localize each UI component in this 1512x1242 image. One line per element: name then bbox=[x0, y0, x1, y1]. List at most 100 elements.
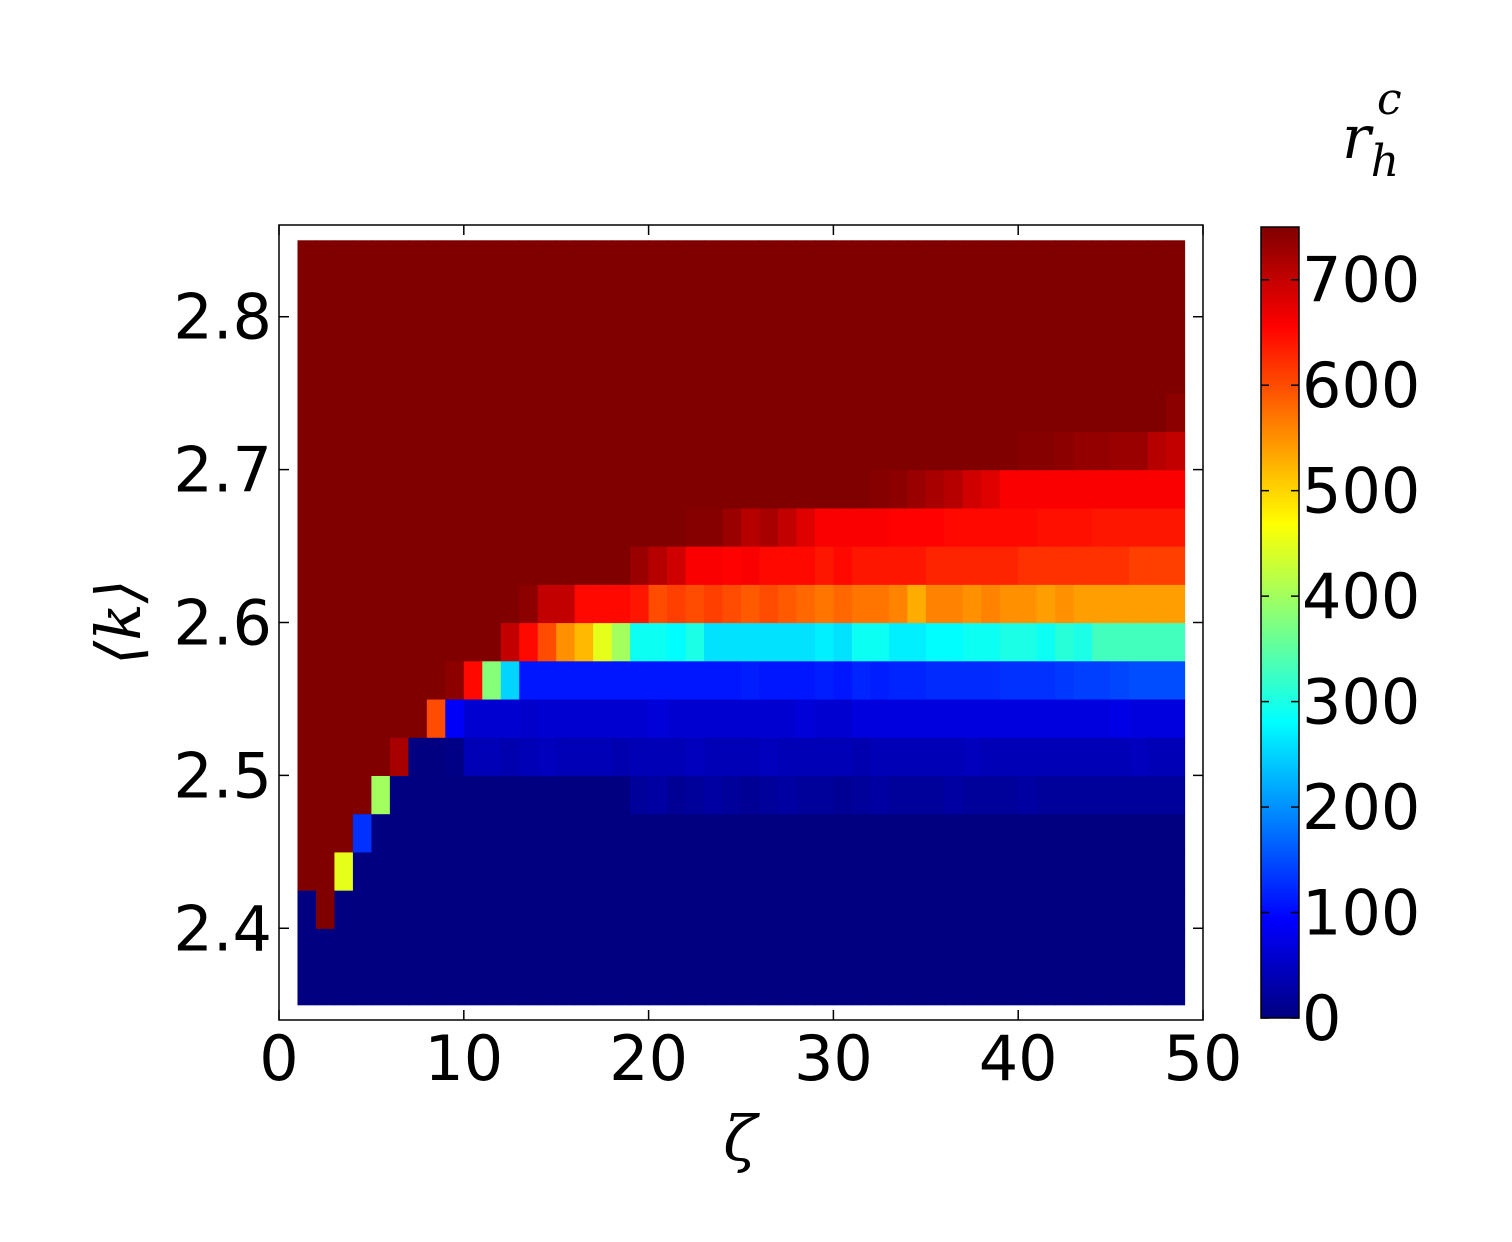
heatmap-cell bbox=[297, 469, 317, 509]
heatmap-cell bbox=[500, 698, 520, 738]
heatmap-cell bbox=[556, 431, 576, 471]
heatmap-cell bbox=[408, 431, 428, 471]
heatmap-cell bbox=[962, 393, 982, 432]
heatmap-cell bbox=[1055, 737, 1075, 776]
heatmap-cell bbox=[722, 813, 742, 853]
heatmap-cell bbox=[426, 890, 446, 929]
heatmap-cell bbox=[870, 546, 890, 585]
heatmap-cell bbox=[1166, 278, 1186, 318]
heatmap-cell bbox=[648, 737, 668, 776]
heatmap-cell bbox=[1147, 660, 1167, 700]
heatmap-cell bbox=[814, 393, 834, 432]
heatmap-cell bbox=[482, 431, 502, 471]
heatmap-cell bbox=[648, 698, 668, 738]
heatmap-cell bbox=[685, 851, 705, 891]
heatmap-cell bbox=[1073, 851, 1093, 891]
heatmap-cell bbox=[685, 546, 705, 585]
heatmap-cell bbox=[611, 737, 631, 776]
heatmap-cell bbox=[445, 546, 465, 585]
heatmap-cell bbox=[888, 698, 908, 738]
heatmap-cell bbox=[426, 966, 446, 1006]
heatmap-cell bbox=[463, 966, 483, 1006]
heatmap-cell bbox=[759, 698, 779, 738]
heatmap-cell bbox=[944, 316, 964, 356]
heatmap-cell bbox=[611, 469, 631, 509]
heatmap-cell bbox=[851, 928, 871, 968]
heatmap-cell bbox=[685, 584, 705, 624]
heatmap-cell bbox=[851, 584, 871, 624]
heatmap-cell bbox=[851, 278, 871, 318]
heatmap-cell bbox=[537, 278, 557, 318]
heatmap-cell bbox=[1147, 316, 1167, 356]
heatmap-cell bbox=[1055, 698, 1075, 738]
heatmap-cell bbox=[962, 584, 982, 624]
heatmap-cell bbox=[1166, 431, 1186, 471]
heatmap-cell bbox=[371, 469, 391, 509]
heatmap-cell bbox=[851, 660, 871, 700]
heatmap-cell bbox=[1055, 622, 1075, 662]
heatmap-cell bbox=[352, 966, 372, 1006]
heatmap-cell bbox=[500, 813, 520, 853]
heatmap-cell bbox=[593, 393, 613, 432]
heatmap-cell bbox=[1166, 354, 1186, 394]
heatmap-cell bbox=[537, 316, 557, 356]
heatmap-cell bbox=[667, 966, 687, 1006]
heatmap-cell bbox=[759, 316, 779, 356]
heatmap-cell bbox=[1166, 890, 1186, 929]
heatmap-cell bbox=[1166, 584, 1186, 624]
heatmap-cell bbox=[833, 546, 853, 585]
heatmap-cell bbox=[463, 890, 483, 929]
heatmap-cell bbox=[741, 584, 761, 624]
heatmap-cell bbox=[851, 507, 871, 547]
heatmap-cell bbox=[408, 851, 428, 891]
heatmap-cell bbox=[371, 393, 391, 432]
heatmap-cell bbox=[1166, 316, 1186, 356]
heatmap-cell bbox=[574, 393, 594, 432]
heatmap-cell bbox=[704, 660, 724, 700]
heatmap-cell bbox=[999, 469, 1019, 509]
heatmap-cell bbox=[1129, 660, 1149, 700]
heatmap-cell bbox=[371, 698, 391, 738]
heatmap-cell bbox=[593, 966, 613, 1006]
heatmap-cell bbox=[741, 546, 761, 585]
heatmap-cell bbox=[704, 278, 724, 318]
heatmap-cell bbox=[722, 507, 742, 547]
heatmap-cell bbox=[519, 966, 539, 1006]
y-tick-label: 2.5 bbox=[173, 739, 272, 812]
heatmap-cell bbox=[777, 813, 798, 853]
heatmap-cell bbox=[962, 813, 982, 853]
heatmap-cell bbox=[1018, 966, 1038, 1006]
heatmap-cell bbox=[389, 431, 409, 471]
heatmap-cell bbox=[1073, 546, 1093, 585]
heatmap-cell bbox=[500, 431, 520, 471]
heatmap-cell bbox=[352, 737, 372, 776]
heatmap-cell bbox=[944, 546, 964, 585]
heatmap-cell bbox=[500, 240, 520, 280]
heatmap-cell bbox=[315, 393, 336, 432]
heatmap-cell bbox=[777, 851, 798, 891]
heatmap-cell bbox=[352, 890, 372, 929]
heatmap-cell bbox=[944, 851, 964, 891]
heatmap-cell bbox=[445, 660, 465, 700]
heatmap-cell bbox=[888, 928, 908, 968]
heatmap-cell bbox=[519, 316, 539, 356]
heatmap-cell bbox=[352, 469, 372, 509]
heatmap-cell bbox=[648, 393, 668, 432]
heatmap-cell bbox=[482, 775, 502, 815]
heatmap-cell bbox=[777, 507, 798, 547]
heatmap-cell bbox=[1073, 622, 1093, 662]
heatmap-cell bbox=[426, 316, 446, 356]
heatmap-cell bbox=[907, 354, 927, 394]
heatmap-cell bbox=[556, 469, 576, 509]
heatmap-cell bbox=[870, 928, 890, 968]
heatmap-cell bbox=[426, 813, 446, 853]
heatmap-cell bbox=[796, 316, 816, 356]
heatmap-cell bbox=[1110, 928, 1130, 968]
heatmap-cell bbox=[1055, 507, 1075, 547]
heatmap-cell bbox=[1036, 775, 1056, 815]
heatmap-cell bbox=[1129, 890, 1149, 929]
heatmap-cell bbox=[833, 813, 853, 853]
heatmap-cell bbox=[741, 660, 761, 700]
heatmap-cell bbox=[888, 546, 908, 585]
heatmap-cell bbox=[981, 737, 1001, 776]
